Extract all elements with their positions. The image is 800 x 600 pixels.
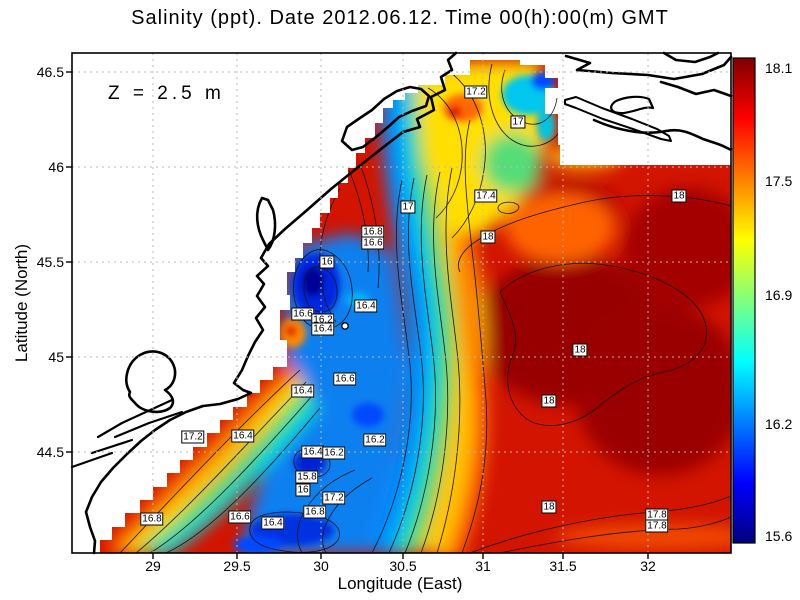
axis-ticks (66, 71, 649, 559)
contour-label: 16.6 (333, 372, 357, 386)
contour-label: 16.4 (301, 445, 325, 459)
x-tick-label: 31.5 (549, 558, 577, 574)
contour-label: 16.4 (354, 299, 378, 313)
contour-label: 16.4 (311, 322, 335, 336)
coastline-main (84, 51, 458, 555)
contour-label: 17.2 (322, 491, 346, 505)
contour-label: 16.6 (228, 510, 252, 524)
contour-label: 18 (671, 189, 687, 203)
station-marker (341, 322, 349, 330)
depth-annotation: Z = 2.5 m (108, 83, 225, 104)
colorbar-tick-label: 17.5 (765, 173, 793, 189)
y-tick-label: 46 (48, 159, 64, 175)
coastline-hook (610, 95, 655, 115)
x-tick-label: 29.5 (223, 558, 251, 574)
contour-label: 16.6 (361, 236, 385, 250)
y-tick-label: 45.5 (36, 254, 64, 270)
contour-label: 17.2 (464, 85, 488, 99)
x-tick-label: 31 (475, 558, 491, 574)
contour-label: 16.2 (363, 433, 387, 447)
contour-label: 16 (295, 483, 311, 497)
contour-label: 16 (319, 255, 335, 269)
contour-label: 16.4 (291, 384, 315, 398)
contour-label: 18 (480, 230, 496, 244)
contour-label: 17.8 (645, 508, 669, 522)
x-tick-label: 29 (145, 558, 161, 574)
x-axis-label: Longitude (East) (337, 574, 463, 593)
grid-lines (72, 53, 731, 553)
x-tick-label: 30 (313, 558, 329, 574)
colorbar (732, 57, 756, 544)
contour-label: 16.8 (140, 512, 164, 526)
colorbar-tick-label: 18.1 (765, 60, 793, 76)
coastline-northeast-4 (592, 118, 733, 151)
contour-label: 17.2 (181, 430, 205, 444)
coastline-northeast-1 (564, 54, 733, 81)
contour-label: 16.4 (261, 516, 285, 530)
contour-label: 15.8 (295, 470, 319, 484)
contour-label: 16.8 (303, 505, 327, 519)
colorbar-tick-label: 15.6 (765, 528, 793, 544)
contour-label: 18 (541, 394, 557, 408)
coastline-northeast-3 (659, 80, 733, 98)
contour-label: 16.4 (231, 429, 255, 443)
coastline-lagoon (340, 85, 431, 152)
plot-frame (71, 52, 732, 554)
y-tick-label: 46.5 (36, 64, 64, 80)
contour-lines (119, 63, 731, 553)
coastline-liman (255, 196, 277, 252)
y-axis-label: Latitude (North) (12, 243, 31, 363)
contour-label: 16.6 (291, 307, 315, 321)
x-tick-label: 32 (640, 558, 656, 574)
contour-label: 18 (541, 500, 557, 514)
plot-title: Salinity (ppt). Date 2012.06.12. Time 00… (131, 7, 669, 29)
colorbar-tick-label: 16.2 (765, 416, 793, 432)
contour-label: 16.2 (322, 446, 346, 460)
y-tick-label: 45 (48, 349, 64, 365)
x-tick-label: 30.5 (389, 558, 417, 574)
coastline-spit (564, 96, 672, 142)
contour-label: 17.8 (645, 519, 669, 533)
y-tick-label: 44.5 (36, 444, 64, 460)
contour-label: 17.4 (474, 189, 498, 203)
contour-label: 17 (400, 200, 416, 214)
coastline-northeast-2 (662, 51, 720, 64)
contour-label: 17 (510, 115, 526, 129)
coastline (70, 51, 733, 555)
delta-channels (70, 398, 184, 469)
colorbar-tick-label: 16.9 (765, 287, 793, 303)
contour-label: 18 (572, 343, 588, 357)
coastline-lake (125, 350, 177, 414)
